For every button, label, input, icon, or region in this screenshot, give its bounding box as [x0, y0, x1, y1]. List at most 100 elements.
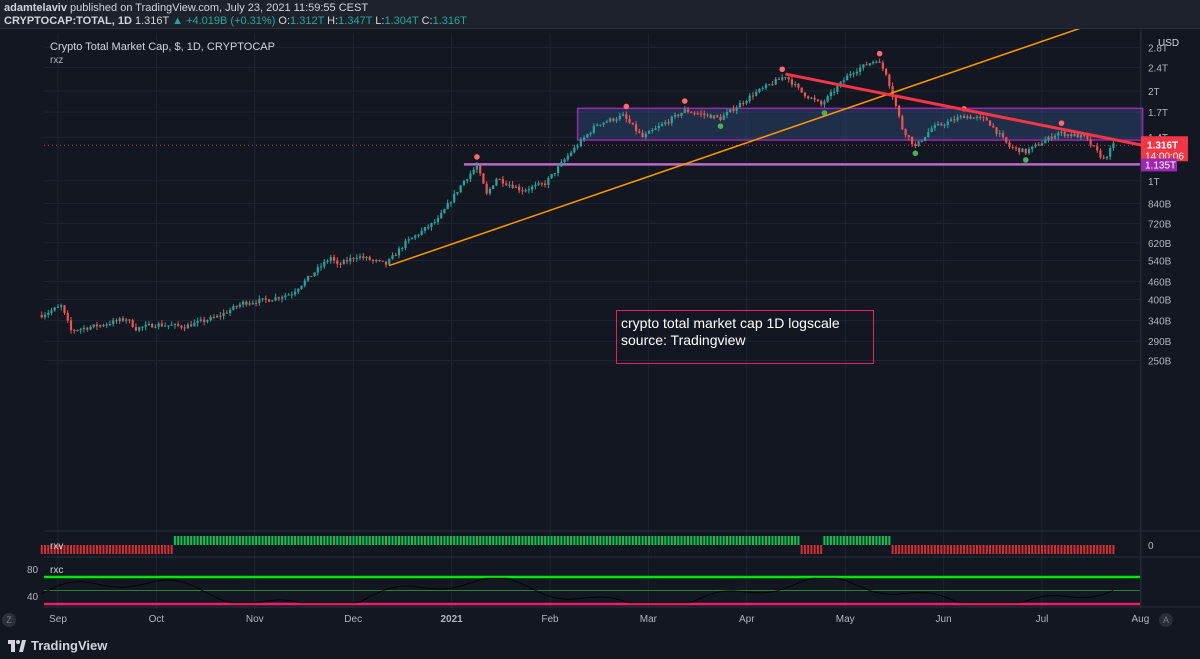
candle — [1050, 133, 1053, 142]
time-axis-label: Dec — [344, 614, 362, 625]
candle-body — [391, 255, 394, 259]
candle — [264, 295, 267, 304]
candle-body — [60, 305, 63, 307]
author-name[interactable]: adamtelaviv — [4, 2, 67, 14]
candle — [225, 310, 228, 314]
candle — [173, 323, 177, 329]
candle — [992, 123, 995, 129]
rxv-bar — [703, 536, 706, 545]
rxv-bar — [700, 536, 703, 545]
candle-body — [280, 297, 284, 299]
time-axis-label: Mar — [640, 614, 658, 625]
candle — [290, 291, 293, 299]
rxv-bar — [696, 536, 699, 545]
price-axis-label: 340B — [1148, 317, 1172, 328]
candle — [1014, 146, 1018, 152]
rxv-bar — [641, 536, 644, 545]
candle-body — [248, 303, 251, 305]
price-axis-label: 2.4T — [1148, 63, 1168, 74]
rxv-bar — [1079, 545, 1082, 554]
auto-scale-button[interactable]: A — [1159, 613, 1173, 627]
candle-body — [1027, 149, 1031, 154]
rxv-bar — [609, 536, 612, 545]
rxv-bar — [144, 545, 147, 554]
candle-body — [183, 327, 186, 329]
candle — [573, 144, 576, 154]
rxv-bar — [125, 545, 128, 554]
candle — [316, 264, 319, 276]
tradingview-logo[interactable]: TradingView — [8, 638, 107, 653]
time-axis-label: Sep — [49, 614, 67, 625]
candle-body — [781, 77, 784, 80]
candle-body — [229, 309, 232, 313]
candle-body — [751, 95, 755, 97]
rxv-bar — [268, 536, 271, 545]
candle-body — [764, 84, 768, 88]
rxv-bar — [485, 536, 488, 545]
candle — [261, 298, 264, 302]
candle-body — [297, 288, 300, 292]
candle — [1047, 135, 1050, 143]
rxv-bar — [930, 545, 933, 554]
candle-body — [105, 324, 108, 326]
candle — [326, 259, 329, 264]
candle — [1040, 140, 1044, 146]
candle-body — [540, 183, 543, 185]
candle — [1031, 146, 1034, 153]
candle-body — [1060, 131, 1063, 133]
rxv-bar — [836, 536, 839, 545]
candle-body — [219, 315, 222, 317]
candle — [943, 123, 946, 129]
candle-body — [1083, 134, 1086, 136]
candle — [885, 68, 888, 77]
rxv-bar — [258, 536, 261, 545]
candle — [774, 77, 777, 86]
candle — [923, 136, 927, 142]
candle — [862, 64, 865, 71]
candle — [849, 70, 852, 78]
rxv-bar — [813, 545, 816, 554]
price-chart[interactable]: USD2.8T2.4T2T1.7T1.4T1T840B720B620B540B4… — [0, 29, 1200, 632]
zoom-button[interactable]: Z — [2, 613, 16, 627]
rxv-bar — [216, 536, 219, 545]
candle-body — [1014, 147, 1018, 149]
rxv-bar — [401, 536, 404, 545]
candle-body — [180, 325, 183, 328]
candle — [180, 324, 183, 330]
rxv-bar — [394, 536, 397, 545]
rxv-bar — [764, 536, 767, 545]
candle-body — [1034, 144, 1037, 147]
candle-body — [586, 134, 589, 138]
candle-body — [729, 109, 732, 113]
rxv-bar — [225, 536, 228, 545]
candle — [953, 115, 956, 123]
annotation-note[interactable]: crypto total market cap 1D logscale sour… — [616, 310, 874, 364]
candle — [95, 321, 99, 331]
candle-body — [1076, 133, 1079, 138]
candle — [794, 81, 797, 88]
candle-body — [1092, 145, 1096, 147]
swing-high-marker — [876, 50, 883, 57]
rxv-bar — [1050, 545, 1053, 554]
candle-body — [1024, 148, 1027, 154]
candle — [248, 300, 251, 306]
rxv-bar — [1089, 545, 1092, 554]
candle — [868, 62, 871, 67]
candle — [514, 184, 517, 189]
rxv-bar — [1057, 545, 1060, 554]
price-axis-label: 290B — [1148, 337, 1172, 348]
candle-body — [258, 298, 261, 304]
candle — [391, 252, 394, 260]
candle-body — [190, 324, 193, 327]
candle — [807, 95, 810, 100]
candle — [1053, 133, 1057, 141]
candle — [427, 224, 430, 230]
rxv-bar — [443, 536, 446, 545]
candle-body — [164, 325, 167, 327]
candle-body — [537, 183, 540, 185]
candle-body — [722, 115, 725, 120]
candle — [420, 227, 423, 236]
time-axis-label: 2021 — [440, 614, 463, 625]
axis-unit-label: USD — [1158, 38, 1179, 49]
candle — [725, 108, 729, 119]
